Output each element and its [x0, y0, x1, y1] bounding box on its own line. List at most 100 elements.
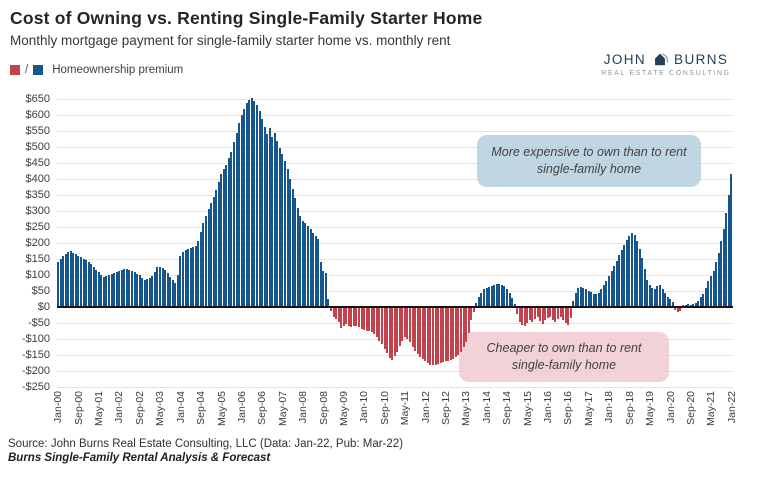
bar [500, 284, 503, 307]
bar [255, 105, 258, 307]
bar [332, 307, 335, 317]
bar [577, 288, 580, 307]
x-tick-label: Sep-18 [623, 391, 636, 425]
bar [238, 123, 241, 307]
logo-name: JOHN BURNS [586, 50, 746, 68]
gridline [57, 227, 733, 228]
bar [281, 154, 284, 307]
bar [498, 283, 501, 307]
bar [625, 239, 628, 307]
bar [352, 307, 355, 327]
bar [628, 235, 631, 307]
bar [301, 220, 304, 307]
bar [62, 256, 65, 307]
bar [194, 245, 197, 307]
bar [278, 147, 281, 307]
x-tick-label: Jan-02 [113, 391, 126, 424]
bar [569, 307, 572, 319]
gridline [57, 275, 733, 276]
bar [197, 241, 200, 307]
gridline [57, 211, 733, 212]
bar [159, 267, 162, 307]
bar [199, 231, 202, 307]
bar [391, 307, 394, 360]
bar [69, 250, 72, 307]
bar [488, 287, 491, 307]
bar [521, 307, 524, 325]
x-tick-label: May-01 [93, 391, 106, 427]
y-tick-label: -$250 [21, 380, 50, 393]
bar [651, 287, 654, 307]
bar [516, 307, 519, 315]
bar [138, 275, 141, 307]
bar [597, 292, 600, 307]
x-tick-label: May-13 [460, 391, 473, 427]
bar [299, 215, 302, 307]
bar [306, 226, 309, 307]
bar [148, 277, 151, 307]
gridline [57, 115, 733, 116]
bar [452, 307, 455, 359]
bar [712, 271, 715, 307]
bar [717, 252, 720, 307]
bar [610, 271, 613, 307]
bar [511, 298, 514, 307]
y-tick-label: $100 [25, 268, 50, 281]
bar [360, 307, 363, 330]
logo-name-right: BURNS [674, 51, 729, 67]
bar [674, 307, 677, 311]
bar [102, 276, 105, 307]
bar [212, 196, 215, 307]
bar [439, 307, 442, 364]
y-tick-label: $50 [31, 284, 50, 297]
bar [447, 307, 450, 361]
gridline [57, 179, 733, 180]
bar [181, 251, 184, 307]
bar [534, 307, 537, 319]
bar [641, 258, 644, 307]
bar [365, 307, 368, 331]
bar [59, 259, 62, 307]
bar [679, 307, 682, 311]
report-name: Burns Single-Family Rental Analysis & Fo… [8, 452, 271, 464]
gridline [57, 291, 733, 292]
bar [273, 132, 276, 307]
bar [192, 246, 195, 307]
bar [556, 307, 559, 319]
x-tick-label: May-19 [644, 391, 657, 427]
bar [613, 266, 616, 307]
bar [113, 273, 116, 307]
bar [508, 292, 511, 307]
gridline [57, 99, 733, 100]
bar [727, 195, 730, 307]
bar [707, 281, 710, 307]
x-tick-label: Jan-16 [542, 391, 555, 424]
bar [266, 134, 269, 307]
bar [97, 272, 100, 307]
bar [636, 241, 639, 307]
bar [526, 307, 529, 323]
bar [240, 115, 243, 307]
bar [235, 132, 238, 307]
bar [342, 307, 345, 326]
bar [722, 228, 725, 307]
bar [291, 188, 294, 307]
bar [363, 307, 366, 331]
bar [579, 286, 582, 307]
bar [403, 307, 406, 338]
bar [380, 307, 383, 344]
x-tick-label: Jan-14 [480, 391, 493, 424]
bar [470, 307, 473, 321]
bar [337, 307, 340, 323]
source-line: Source: John Burns Real Estate Consultin… [8, 438, 404, 450]
bar [638, 248, 641, 307]
bar [128, 270, 131, 307]
bar [294, 198, 297, 307]
bar [268, 127, 271, 307]
bar [189, 247, 192, 307]
y-tick-label: $0 [37, 300, 50, 313]
bar [108, 275, 111, 307]
bar [531, 307, 534, 322]
y-tick-label: $650 [25, 92, 50, 105]
bar [437, 307, 440, 365]
